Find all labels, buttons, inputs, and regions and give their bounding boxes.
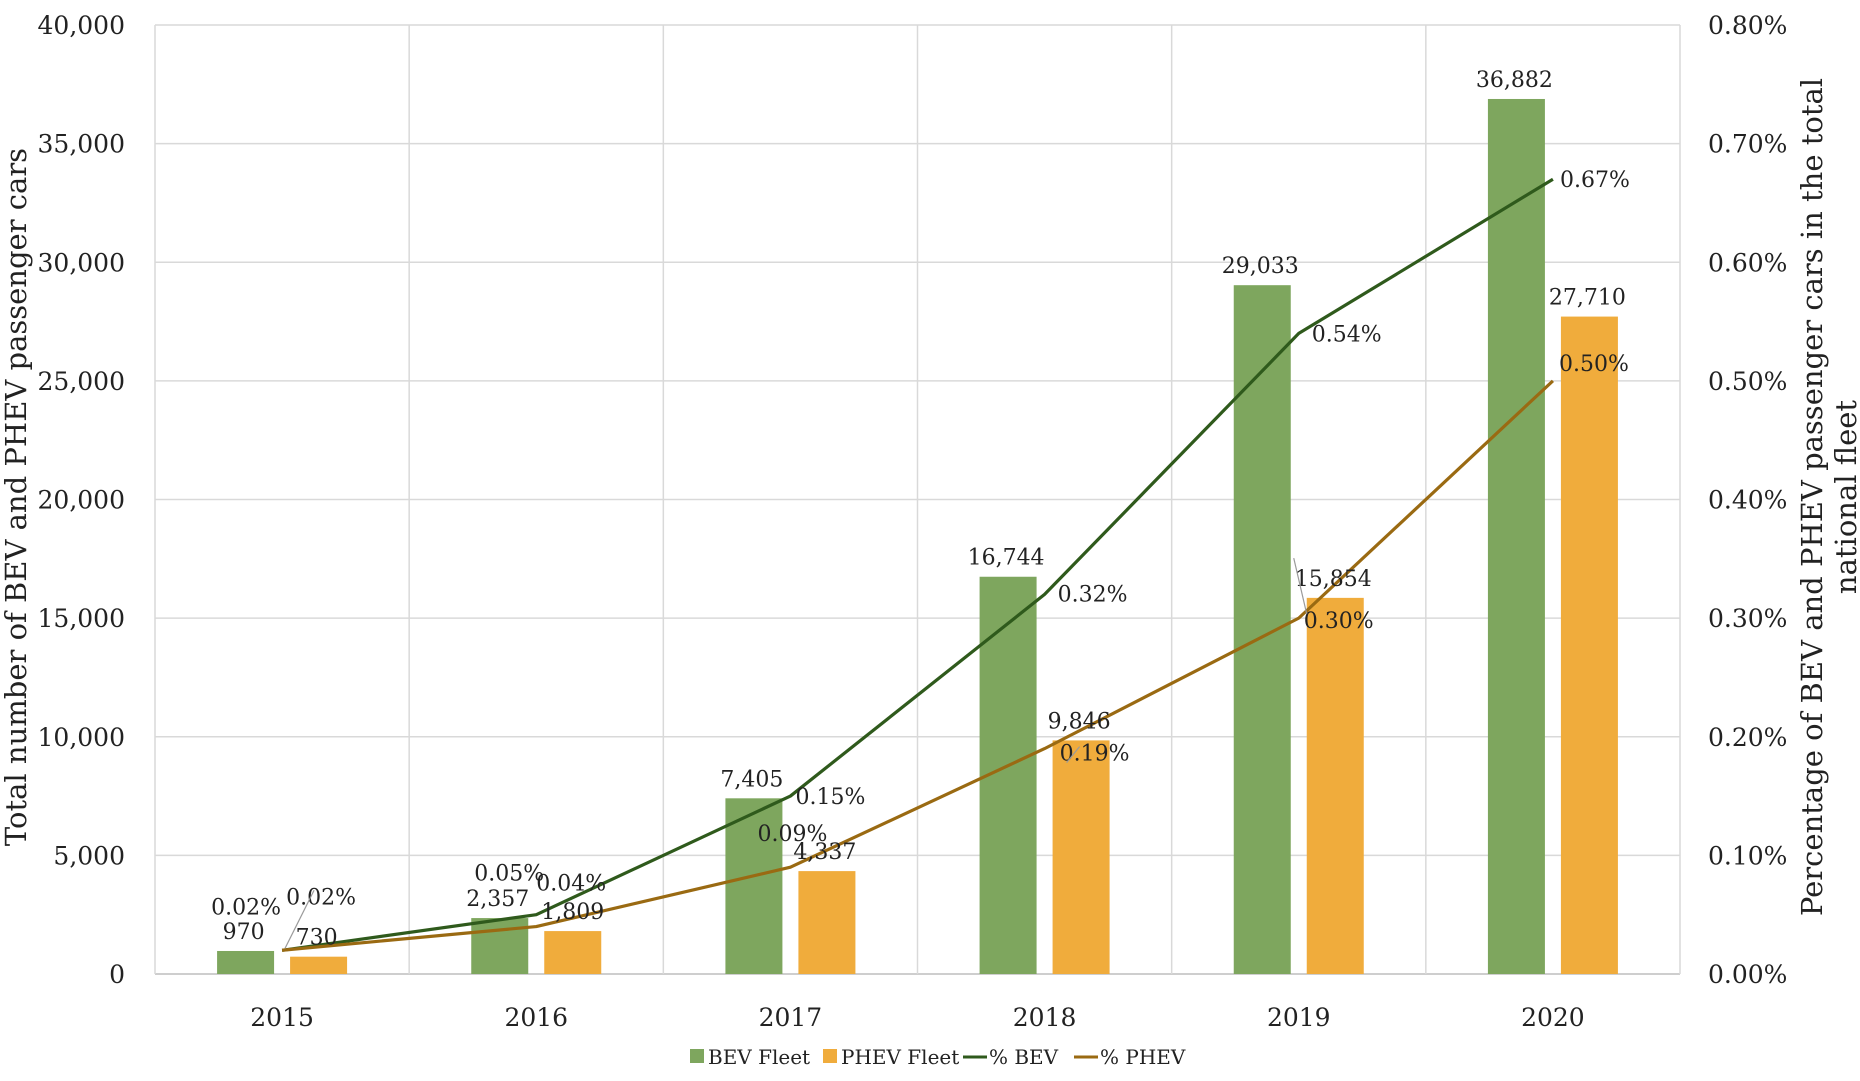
bar (1052, 740, 1110, 974)
y-axis-right-title: Percentage of BEV and PHEV passenger car… (1795, 78, 1860, 916)
data-label: 1,809 (541, 900, 604, 925)
data-label: 0.50% (1559, 352, 1629, 377)
x-tick-label: 2020 (1521, 1003, 1585, 1032)
x-tick-label: 2015 (250, 1003, 314, 1032)
bar (1487, 98, 1545, 974)
x-tick-label: 2018 (1013, 1003, 1077, 1032)
y-right-tick-label: 0.20% (1708, 723, 1787, 752)
data-label: 730 (296, 926, 338, 951)
y-right-tick-label: 0.30% (1708, 604, 1787, 633)
leader-line (1293, 557, 1308, 615)
y-axis-left-title: Total number of BEV and PHEV passenger c… (0, 148, 33, 846)
bar (1306, 597, 1364, 974)
y-left-tick-label: 40,000 (38, 11, 125, 40)
lines (281, 177, 1555, 952)
legend: BEV Fleet PHEV Fleet % BEV % PHEV (690, 1045, 1186, 1069)
y-left-tick-label: 30,000 (38, 248, 125, 277)
data-label: 0.19% (1060, 742, 1130, 767)
data-label: 15,854 (1295, 567, 1372, 592)
leader-line (1066, 746, 1081, 763)
legend-swatch (823, 1049, 837, 1063)
series-line (281, 177, 1554, 952)
data-label: 29,033 (1222, 254, 1299, 279)
x-tick-label: 2019 (1267, 1003, 1331, 1032)
y-left-tick-label: 10,000 (38, 723, 125, 752)
legend-label: BEV Fleet (708, 1045, 810, 1069)
data-label: 36,882 (1476, 68, 1553, 93)
y-right-tick-label: 0.60% (1708, 248, 1787, 277)
data-label: 0.67% (1560, 168, 1630, 193)
y-right-tick-label: 0.70% (1708, 130, 1787, 159)
legend-label: % PHEV (1100, 1045, 1186, 1069)
y-right-tick-label: 0.40% (1708, 486, 1787, 515)
data-label: 9,846 (1048, 709, 1111, 734)
data-label: 0.02% (211, 895, 281, 920)
data-label: 4,337 (793, 840, 856, 865)
bar (725, 798, 783, 974)
legend-label: PHEV Fleet (841, 1045, 959, 1069)
data-label: 2,357 (466, 887, 529, 912)
data-label: 16,744 (968, 546, 1045, 571)
y-right-tick-label: 0.80% (1708, 11, 1787, 40)
data-labels: 970 2,357 7,405 16,744 29,033 36,882 730 1,809 4… (211, 68, 1630, 951)
y-left-tick-label: 25,000 (38, 367, 125, 396)
bar (217, 950, 275, 974)
data-label: 7,405 (720, 767, 783, 792)
bar (1233, 285, 1291, 974)
legend-swatch (690, 1049, 704, 1063)
data-label: 0.54% (1312, 322, 1382, 347)
y-right-tick-label: 0.00% (1708, 960, 1787, 989)
data-label: 27,710 (1549, 286, 1626, 311)
bar (798, 871, 856, 974)
y-left-tick-label: 0 (109, 960, 125, 989)
x-tick-label: 2017 (759, 1003, 823, 1032)
bar (290, 956, 348, 974)
y-right-tick-label: 0.10% (1708, 841, 1787, 870)
grid (154, 24, 1681, 975)
bar (471, 918, 529, 974)
y-left-tick-label: 20,000 (38, 486, 125, 515)
bar (544, 931, 602, 974)
data-label: 0.15% (795, 785, 865, 810)
y-left-tick-label: 5,000 (53, 841, 125, 870)
axes: 0 0.00% 5,000 0.10% 10,000 0.20% 15,000 0.30% 20… (38, 11, 1788, 1032)
data-label: 0.04% (536, 872, 606, 897)
bars (217, 98, 1618, 974)
bar (1560, 316, 1618, 974)
series-line (281, 379, 1555, 952)
y-right-tick-label: 0.50% (1708, 367, 1787, 396)
leader-line (284, 890, 315, 949)
y-left-tick-label: 35,000 (38, 130, 125, 159)
legend-label: % BEV (989, 1045, 1059, 1069)
data-label: 0.30% (1304, 609, 1374, 634)
data-label: 0.02% (286, 885, 356, 910)
y-left-tick-label: 15,000 (38, 604, 125, 633)
data-label: 970 (223, 920, 265, 945)
data-label: 0.09% (757, 822, 827, 847)
x-tick-label: 2016 (504, 1003, 568, 1032)
data-label: 0.32% (1058, 582, 1128, 607)
data-label: 0.05% (474, 862, 544, 887)
